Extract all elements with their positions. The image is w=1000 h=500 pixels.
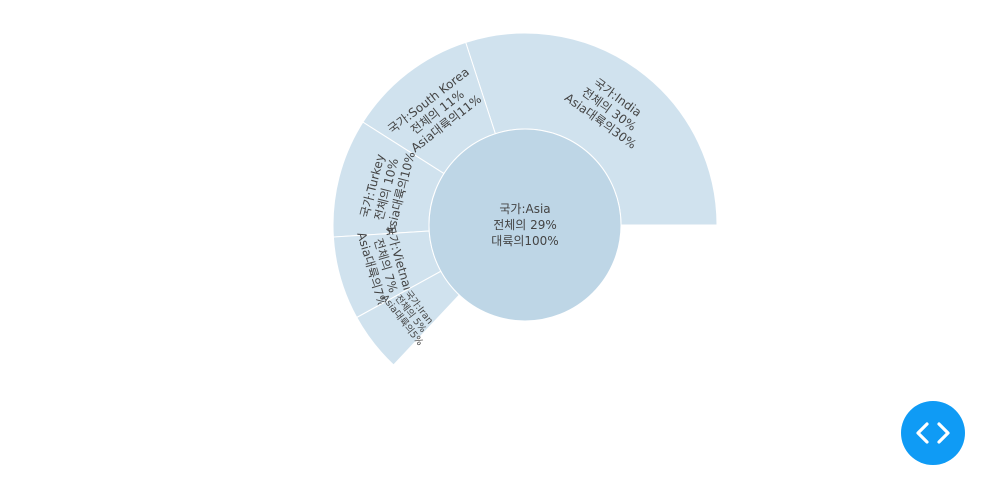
code-toggle-button[interactable] <box>901 401 965 465</box>
sunburst-center-circle[interactable] <box>428 128 622 322</box>
center-label-line: 국가:Asia <box>499 202 550 216</box>
center-label: 국가:Asia 전체의 29% 대륙의100% <box>491 202 558 248</box>
center-node[interactable]: 국가:Asia 전체의 29% 대륙의100% <box>428 128 622 322</box>
center-label-line: 전체의 29% <box>493 218 557 232</box>
center-label-line: 대륙의100% <box>491 234 558 248</box>
code-icon <box>916 422 950 444</box>
